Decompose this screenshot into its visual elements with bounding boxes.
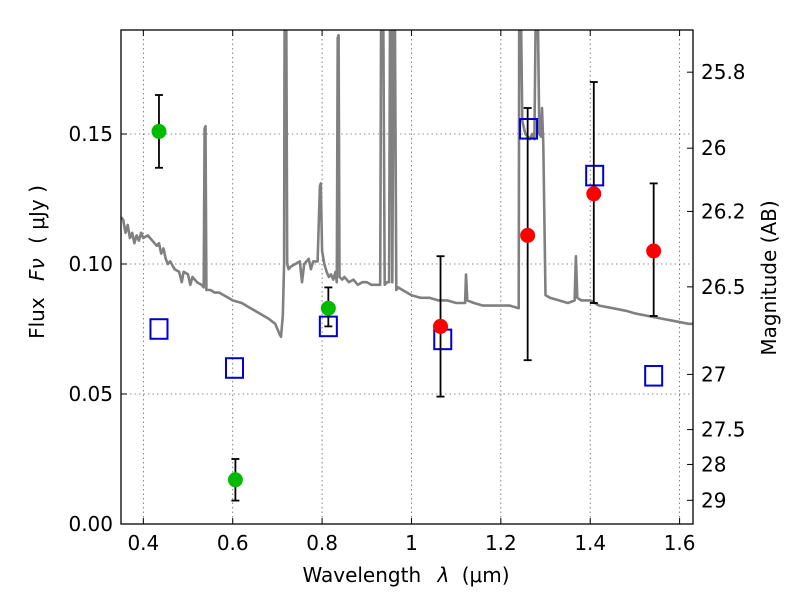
data-point: [151, 123, 167, 139]
data-point: [586, 186, 602, 202]
y2-tick-label: 27.5: [701, 418, 746, 442]
y-axis-label-units: ( μJy ): [25, 185, 49, 244]
x-tick-label: 0.8: [306, 531, 338, 555]
y2-tick-label: 26.5: [701, 275, 746, 299]
y2-tick-label: 26.2: [701, 199, 746, 223]
spectrum-layer: [121, 30, 693, 339]
x-tick-label: 0.6: [217, 531, 249, 555]
y-axis-left: 0.00 0.05 0.10 0.15: [68, 122, 127, 536]
series-line-model-spectrum: [121, 30, 693, 339]
x-tick-label: 0.4: [127, 531, 159, 555]
data-point: [520, 227, 536, 243]
model-square: [225, 357, 245, 379]
data-point: [227, 472, 243, 488]
data-point: [646, 243, 662, 259]
x-axis-label-units: (μm): [462, 563, 510, 587]
y-tick-label: 0.05: [68, 382, 113, 406]
y-axis-right: 25.8 26 26.2 26.5 27 27.5 28 29: [687, 60, 746, 512]
model-square: [149, 318, 169, 340]
y2-tick-label: 29: [701, 488, 726, 512]
y2-axis-label: Magnitude (AB): [757, 200, 781, 355]
y2-tick-label: 27: [701, 362, 726, 386]
x-axis-label: Wavelength λ (μm): [302, 563, 509, 587]
x-tick-label: 1: [405, 531, 418, 555]
y-axis-label-text: Flux: [25, 297, 49, 339]
y-axis-label: Flux Fν ( μJy ): [25, 185, 49, 339]
y2-tick-label: 28: [701, 452, 726, 476]
plot-frame: [120, 29, 694, 525]
marks-layer: [149, 81, 664, 502]
y2-tick-label: 26: [701, 136, 726, 160]
y2-tick-label: 25.8: [701, 60, 746, 84]
y-tick-label: 0.00: [68, 512, 113, 536]
data-point: [320, 300, 336, 316]
x-axis-label-symbol: λ: [437, 563, 450, 587]
x-axis: 0.4 0.6 0.8 1 1.2 1.4 1.6: [127, 30, 696, 555]
x-tick-label: 1.6: [664, 531, 696, 555]
y-tick-label: 0.10: [68, 252, 113, 276]
x-tick-label: 1.2: [485, 531, 517, 555]
y-axis-label-symbol: Fν: [25, 258, 49, 281]
x-tick-label: 1.4: [574, 531, 606, 555]
data-point: [433, 318, 449, 334]
x-axis-label-text: Wavelength: [302, 563, 421, 587]
model-square: [644, 365, 664, 387]
y-tick-label: 0.15: [68, 122, 113, 146]
